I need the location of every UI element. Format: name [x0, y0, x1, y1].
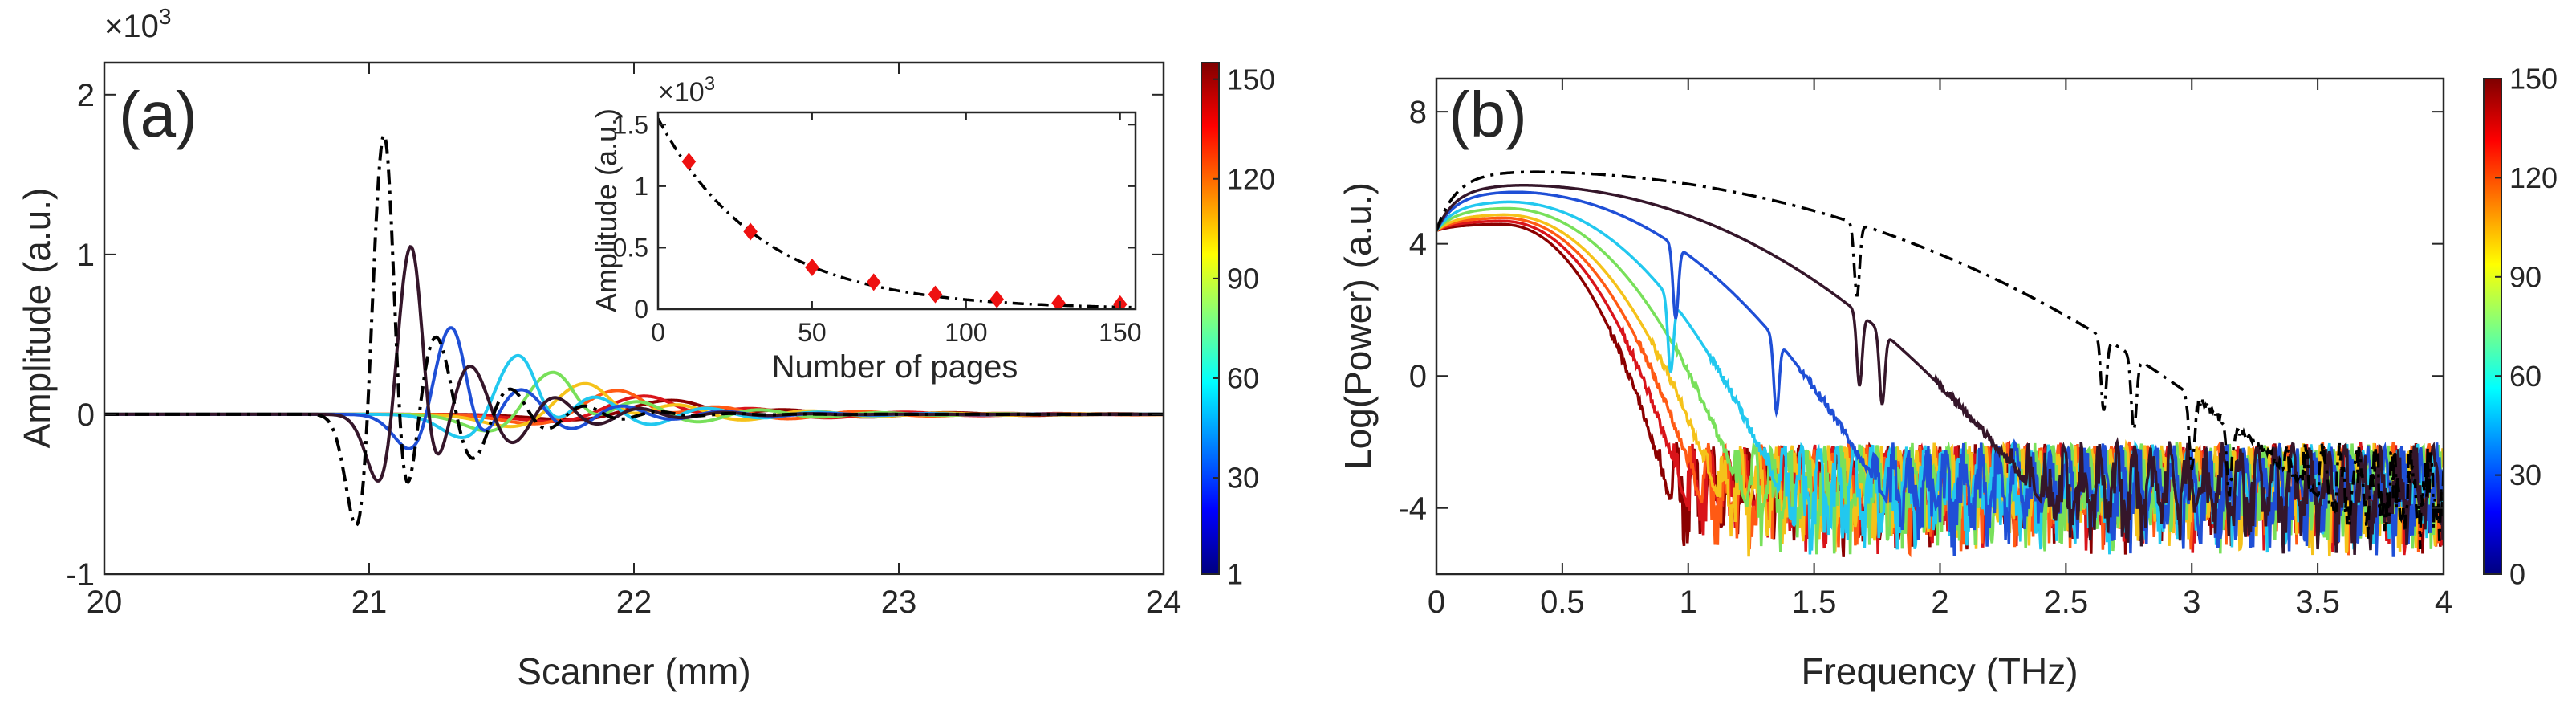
x-tick-label: 24 — [1146, 585, 1182, 620]
inset-y-label: Amplitude (a.u.) — [590, 108, 623, 312]
panel-a-y-ticks: -1 0 1 2 — [66, 78, 1164, 593]
x-tick-label: 2.5 — [2044, 585, 2089, 620]
inset-x-label: Number of pages — [772, 349, 1018, 385]
inset-curves — [658, 117, 1136, 309]
x-tick-label: 1 — [1680, 585, 1697, 620]
panel-a-x-label: Scanner (mm) — [517, 650, 750, 692]
inset-y-ticks: 0 0.5 1 1.5 — [613, 111, 1136, 324]
colorbar-tick-label: 120 — [2509, 161, 2558, 194]
colorbar-tick-label: 0 — [2509, 558, 2525, 591]
inset-data-point — [866, 273, 881, 291]
panel-b-x-ticks: 0 0.5 1 1.5 2 2.5 3 3.5 4 — [1428, 79, 2452, 620]
series-line-30-pages — [1436, 190, 2444, 557]
panel-b-x-label: Frequency (THz) — [1801, 650, 2078, 692]
x-tick-label: 22 — [616, 585, 652, 620]
y-tick-label: 4 — [1409, 227, 1427, 263]
x-tick-label: 0 — [1428, 585, 1445, 620]
y-tick-label: 1 — [77, 238, 95, 273]
y-tick-label: 8 — [1409, 95, 1427, 130]
x-tick-label: 2 — [1931, 585, 1948, 620]
x-tick-label: 0.5 — [1540, 585, 1585, 620]
y-tick-label: 1 — [634, 172, 648, 201]
panel-a-colorbar — [1201, 62, 1220, 575]
y-tick-label: 0 — [77, 397, 95, 433]
colorbar-tick-label: 90 — [2509, 260, 2541, 293]
x-tick-label: 21 — [351, 585, 388, 620]
panel-a-inset: 0 50 100 150 0 0.5 1 1.5 Number of pages Ampli… — [590, 73, 1142, 385]
panel-a-y-exponent: ×103 — [104, 4, 171, 44]
y-tick-label: 0 — [634, 295, 648, 324]
x-tick-label: 3.5 — [2295, 585, 2340, 620]
colorbar-tick-label: 60 — [2509, 360, 2541, 393]
colorbar-tick-label: 150 — [1227, 63, 1275, 96]
colorbar-tick-label: 30 — [2509, 459, 2541, 491]
y-tick-label: 0 — [1409, 359, 1427, 394]
panel-a-y-label: Amplitude (a.u.) — [16, 188, 58, 449]
panel-a: 20 21 22 23 24 -1 0 1 2 Scanner (mm) Amplitude … — [16, 4, 1275, 692]
panel-a-colorbar-ticks: 1 30 60 90 120 150 — [1213, 63, 1275, 591]
panel-b-colorbar — [2483, 78, 2502, 575]
panel-b-y-label: Log(Power) (a.u.) — [1337, 182, 1379, 470]
inset-axes-box — [656, 111, 1137, 311]
panel-a-label: (a) — [119, 79, 197, 150]
panel-b-y-ticks: -4 0 4 8 — [1398, 95, 2444, 527]
colorbar-tick-label: 30 — [1227, 462, 1259, 495]
inset-data-point — [989, 290, 1005, 308]
y-tick-label: -1 — [66, 557, 95, 593]
inset-x-ticks: 0 50 100 150 — [651, 112, 1142, 347]
x-tick-label: 4 — [2435, 585, 2452, 620]
colorbar-tick-label: 150 — [2509, 63, 2558, 96]
x-tick-label: 20 — [87, 585, 123, 620]
y-tick-label: -4 — [1398, 491, 1427, 527]
x-tick-label: 1.5 — [1792, 585, 1837, 620]
inset-data-point — [743, 222, 758, 241]
panel-b-curves — [1436, 170, 2444, 558]
panel-a-x-ticks: 20 21 22 23 24 — [87, 63, 1182, 620]
panel-b-label: (b) — [1448, 79, 1527, 150]
x-tick-label: 23 — [881, 585, 917, 620]
series-line-10-pages — [1436, 184, 2444, 555]
series-line-30-pages — [104, 326, 1164, 450]
y-tick-label: 2 — [77, 78, 95, 113]
colorbar-tick-label: 60 — [1227, 362, 1259, 395]
inset-data-point — [805, 258, 819, 276]
x-tick-label: 150 — [1099, 318, 1141, 347]
colorbar-tick-label: 120 — [1227, 162, 1275, 195]
x-tick-label: 3 — [2183, 585, 2200, 620]
x-tick-label: 0 — [651, 318, 665, 347]
series-line-reference — [1436, 170, 2444, 550]
y-tick-label: 1.5 — [613, 111, 648, 140]
inset-y-exponent: ×103 — [658, 73, 715, 108]
panel-a-curves — [104, 132, 1164, 528]
colorbar-tick-label: 90 — [1227, 262, 1259, 295]
inset-data-point — [681, 153, 697, 171]
x-tick-label: 100 — [945, 318, 987, 347]
colorbar-tick-label: 1 — [1227, 558, 1243, 591]
x-tick-label: 50 — [798, 318, 827, 347]
inset-data-point — [928, 285, 943, 304]
inset-data-point — [1051, 294, 1066, 309]
series-line-reference — [104, 132, 1164, 528]
y-tick-label: 0.5 — [613, 234, 648, 263]
panel-b-colorbar-ticks: 0 30 60 90 120 150 — [2495, 63, 2558, 591]
